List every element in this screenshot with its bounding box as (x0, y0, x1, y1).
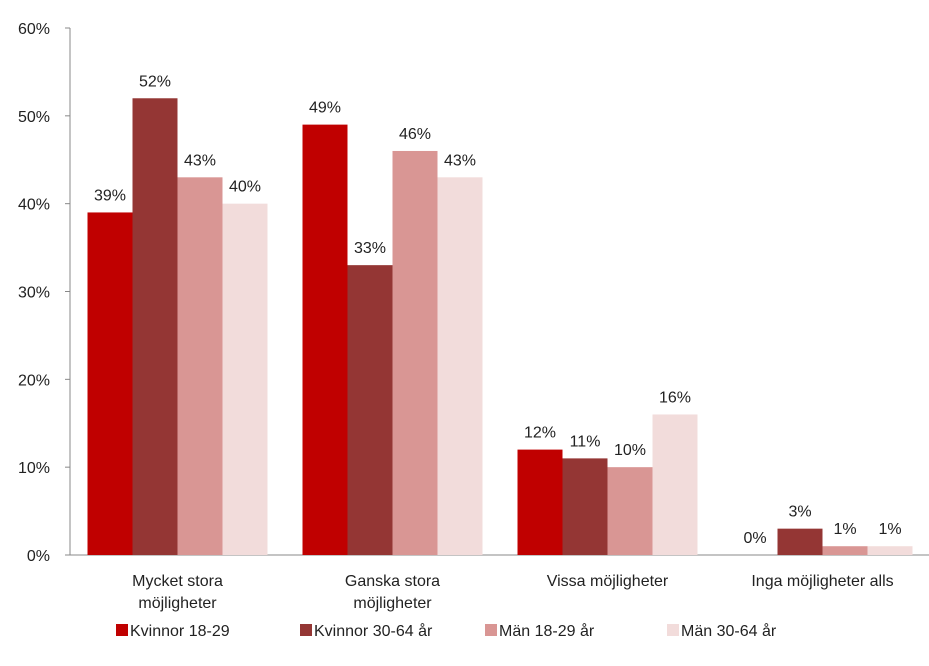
value-label: 10% (614, 442, 646, 459)
bar (777, 528, 823, 555)
value-label: 39% (94, 187, 126, 204)
y-tick-label: 50% (18, 109, 50, 126)
y-tick-label: 60% (18, 21, 50, 38)
y-tick-label: 20% (18, 372, 50, 389)
bar (302, 124, 348, 555)
legend-swatch (116, 624, 128, 636)
value-label: 40% (229, 179, 261, 196)
bar (132, 98, 178, 556)
bar (222, 203, 268, 555)
x-tick-label: Vissa möjligheter (547, 573, 669, 590)
x-tick-label: Ganska stora möjligheter (345, 573, 440, 612)
legend-label: Kvinnor 30-64 år (314, 622, 433, 640)
value-label: 1% (833, 521, 856, 538)
value-label: 16% (659, 389, 691, 406)
bar (652, 414, 698, 555)
value-label: 0% (743, 530, 766, 547)
bar (822, 546, 868, 555)
value-label: 11% (570, 433, 601, 450)
y-tick-label: 10% (18, 460, 50, 477)
legend-swatch (667, 624, 679, 636)
bar (437, 177, 483, 556)
bar (347, 265, 393, 555)
legend-label: Män 30-64 år (681, 622, 777, 640)
value-label: 12% (524, 425, 556, 442)
bar (392, 150, 438, 555)
bar (607, 467, 653, 555)
value-label: 1% (878, 521, 901, 538)
value-label: 43% (184, 152, 216, 169)
value-label: 46% (399, 126, 431, 143)
legend-swatch (300, 624, 312, 636)
y-tick-label: 0% (27, 548, 50, 565)
value-label: 49% (309, 100, 341, 117)
x-tick-label: Mycket stora möjligheter (132, 573, 223, 612)
value-label: 52% (139, 73, 171, 90)
bar (867, 546, 913, 555)
bar (517, 449, 563, 555)
value-label: 43% (444, 152, 476, 169)
value-label: 3% (788, 504, 811, 521)
y-tick-label: 40% (18, 197, 50, 214)
legend-label: Män 18-29 år (499, 622, 595, 640)
legend-swatch (485, 624, 497, 636)
x-tick-label: Inga möjligheter alls (751, 573, 893, 590)
legend-label: Kvinnor 18-29 (130, 623, 230, 640)
value-label: 33% (354, 240, 386, 257)
bar (87, 212, 133, 555)
y-tick-label: 30% (18, 285, 50, 302)
bar (177, 177, 223, 556)
bar (562, 458, 608, 555)
